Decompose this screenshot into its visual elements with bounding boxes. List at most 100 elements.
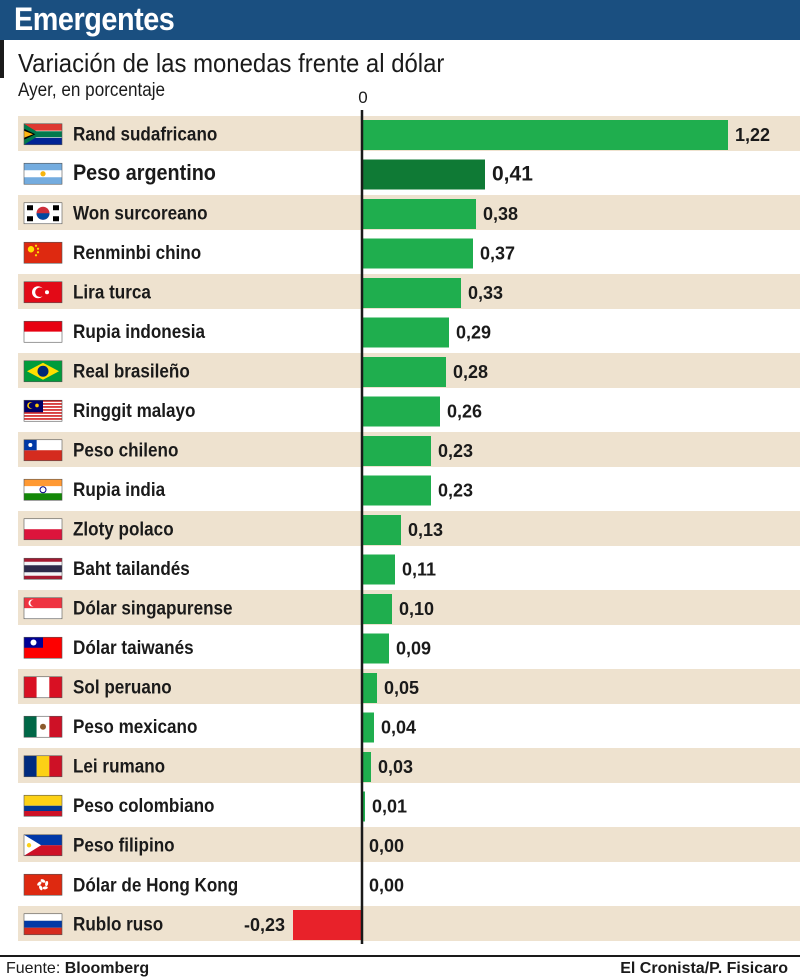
hong-kong-flag-icon [23,873,63,896]
category-label: Rupia indonesia [73,321,206,342]
row-shade [18,511,800,546]
bar [362,317,449,348]
bar [362,159,485,190]
value-label: 0,33 [468,283,503,303]
value-label: -0,23 [244,915,285,935]
south-korea-flag-icon [23,202,63,225]
brazil-flag-icon [23,360,63,383]
bar [362,396,440,427]
bar [362,554,395,585]
category-label: Peso filipino [73,835,175,856]
category-label: Renminbi chino [73,242,201,263]
source-name: Bloomberg [64,960,150,977]
chile-flag-icon [23,439,63,462]
category-label: Peso colombiano [73,795,214,816]
value-label: 0,38 [483,204,518,224]
bar [362,436,431,466]
category-label: Real brasileño [73,361,190,382]
philippines-flag-icon [23,834,63,857]
mexico-flag-icon [23,715,63,738]
category-label: Rublo ruso [73,914,163,935]
value-label: 0,37 [480,243,515,263]
row-shade [18,590,800,625]
value-label: 0,04 [381,717,416,737]
category-label: Zloty polaco [73,519,174,540]
category-label: Dólar singapurense [73,598,233,619]
turkey-flag-icon [23,281,63,304]
value-label: 0,23 [438,480,473,500]
title-rule [0,40,4,78]
bar [362,278,461,308]
bar [362,791,365,822]
row-shade [18,748,800,783]
taiwan-flag-icon [23,636,63,659]
south-africa-flag-icon [23,123,63,146]
value-label: 0,13 [408,520,443,540]
footer-source: Fuente: Bloomberg [6,960,149,978]
value-label: 0,00 [369,836,404,856]
value-label: 0,41 [492,162,533,185]
bar [362,199,476,229]
bar [362,673,377,703]
value-label: 0,23 [438,441,473,461]
footer-credit: El Cronista/P. Fisicaro [620,960,788,977]
bar [362,712,374,743]
category-label: Peso chileno [73,440,178,461]
poland-flag-icon [23,518,63,541]
category-label: Rupia india [73,479,166,500]
value-label: 0,29 [456,322,491,342]
value-label: 0,03 [378,757,413,777]
category-label: Rand sudafricano [73,124,217,145]
bar [362,752,371,782]
bar [362,515,401,545]
chart-subtitle: Variación de las monedas frente al dólar [18,48,445,78]
argentina-flag-icon [23,162,63,185]
header-bar: Emergentes [0,0,800,40]
russia-flag-icon [23,913,63,936]
row-shade [18,906,800,941]
value-label: 0,28 [453,362,488,382]
bar [362,120,728,150]
category-label: Sol peruano [73,677,172,698]
header-title: Emergentes [14,1,175,37]
footer-rule [0,955,800,957]
malaysia-flag-icon [23,399,63,422]
value-label: 0,09 [396,638,431,658]
category-label: Won surcoreano [73,203,208,224]
bar [362,238,473,269]
bar [362,475,431,506]
category-label: Ringgit malayo [73,400,195,421]
category-label: Peso mexicano [73,716,197,737]
category-label: Dólar taiwanés [73,637,194,658]
bar [362,357,446,387]
peru-flag-icon [23,676,63,699]
source-prefix: Fuente: [6,960,61,977]
bar [293,910,362,940]
bar [362,633,389,664]
category-label: Lei rumano [73,756,165,777]
thailand-flag-icon [23,557,63,580]
value-label: 0,05 [384,678,419,698]
category-label: Dólar de Hong Kong [73,874,238,895]
india-flag-icon [23,478,63,501]
bar [362,594,392,624]
value-label: 0,00 [369,875,404,895]
value-label: 0,26 [447,401,482,421]
value-label: 0,11 [402,559,436,579]
romania-flag-icon [23,755,63,778]
value-label: 1,22 [735,125,770,145]
chart-note: Ayer, en porcentaje [18,80,166,101]
category-label: Peso argentino [73,161,216,185]
category-label: Baht tailandés [73,558,190,579]
zero-axis-label: 0 [358,88,368,107]
category-label: Lira turca [73,282,152,303]
row-shade [18,669,800,704]
indonesia-flag-icon [23,320,63,343]
colombia-flag-icon [23,794,63,817]
value-label: 0,10 [399,599,434,619]
row-shade [18,827,800,862]
value-label: 0,01 [372,796,407,816]
singapore-flag-icon [23,597,63,620]
china-flag-icon [23,241,63,264]
